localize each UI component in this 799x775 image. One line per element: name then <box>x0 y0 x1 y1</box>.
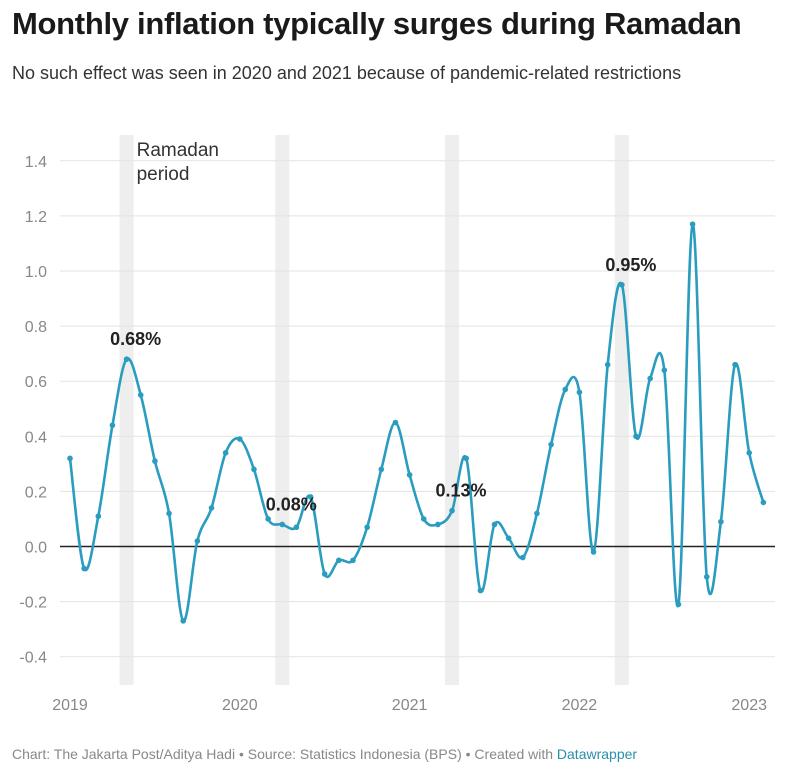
ramadan-band-3 <box>445 135 460 685</box>
data-point-2021-02 <box>420 516 427 522</box>
data-point-2022-12 <box>732 361 738 368</box>
data-point-2020-02 <box>251 466 257 473</box>
data-point-2019-01 <box>67 455 73 462</box>
y-tick-label: 0.0 <box>25 540 47 557</box>
data-point-2021-05 <box>463 455 470 462</box>
chart-subtitle: No such effect was seen in 2020 and 2021… <box>12 63 682 83</box>
data-point-2021-04 <box>449 507 455 514</box>
y-tick-label: 0.8 <box>25 319 47 336</box>
data-point-2022-11 <box>718 518 724 525</box>
annotation-label-1: 0.68% <box>110 329 161 349</box>
footer-credit: Chart: The Jakarta Post/Aditya Hadi • So… <box>12 746 557 762</box>
data-point-2020-03 <box>265 516 271 522</box>
data-point-2019-03 <box>95 513 102 519</box>
data-point-2019-04 <box>109 422 116 429</box>
data-point-2022-09 <box>689 221 696 227</box>
data-point-2023-02 <box>760 499 767 506</box>
x-tick-label: 2020 <box>222 697 258 714</box>
data-point-2022-05 <box>633 433 639 440</box>
data-point-2020-11 <box>378 466 385 473</box>
data-point-2022-01 <box>576 389 583 396</box>
x-tick-label: 2019 <box>52 697 88 714</box>
data-point-2021-11 <box>548 441 554 448</box>
data-point-2021-12 <box>562 386 569 393</box>
data-point-2020-10 <box>364 524 370 531</box>
data-point-2019-06 <box>137 392 144 398</box>
y-tick-label: -0.2 <box>19 595 47 612</box>
series-line <box>68 222 765 623</box>
data-point-2021-03 <box>435 521 441 528</box>
annotation-label-3: 0.13% <box>436 481 487 501</box>
ramadan-bands <box>119 135 629 685</box>
y-axis-ticks: 1.4 1.2 1.0 0.8 0.6 0.4 0.2 0.0 -0.2 -0.4 <box>19 154 47 667</box>
ramadan-band-4 <box>614 135 629 685</box>
data-point-2020-08 <box>336 557 342 564</box>
value-annotations: 0.68% 0.08% 0.13% 0.95% <box>110 255 656 515</box>
annotation-label-4: 0.95% <box>605 255 656 275</box>
data-point-2020-09 <box>350 557 356 564</box>
x-tick-label: 2022 <box>562 697 598 714</box>
data-point-2019-07 <box>152 458 158 464</box>
x-axis-ticks: 2019 2020 2021 2022 2023 <box>52 697 767 714</box>
ramadan-label-line: Ramadan <box>137 140 219 161</box>
data-point-2019-09 <box>180 618 186 624</box>
chart-title: Monthly inflation typically surges durin… <box>12 6 742 41</box>
y-tick-label: 0.2 <box>25 484 47 501</box>
data-point-2022-02 <box>590 549 597 555</box>
data-point-2022-06 <box>647 375 653 382</box>
data-point-2021-08 <box>505 535 512 542</box>
data-point-2021-07 <box>491 521 498 528</box>
ramadan-period-label: Ramadan period <box>137 140 219 185</box>
grid-lines <box>60 160 775 658</box>
x-tick-label: 2021 <box>392 697 428 714</box>
data-point-2019-05 <box>123 356 130 362</box>
y-tick-label: 0.4 <box>25 429 47 446</box>
data-point-2019-08 <box>166 510 172 517</box>
ramadan-band-1 <box>119 135 134 685</box>
datawrapper-link[interactable]: Datawrapper <box>556 746 638 762</box>
data-point-2022-03 <box>604 361 611 368</box>
ramadan-label-line: period <box>137 164 190 185</box>
data-point-2022-10 <box>703 574 710 580</box>
y-tick-label: -0.4 <box>19 650 47 667</box>
chart-footer: Chart: The Jakarta Post/Aditya Hadi • So… <box>12 746 637 762</box>
data-point-2020-04 <box>279 521 286 528</box>
data-point-2021-09 <box>520 554 526 561</box>
data-point-2022-08 <box>675 601 682 608</box>
data-point-2020-07 <box>321 571 328 577</box>
data-point-2019-02 <box>81 565 87 572</box>
data-point-2021-10 <box>534 510 540 517</box>
data-point-2023-01 <box>746 450 752 456</box>
y-tick-label: 1.4 <box>25 154 47 171</box>
data-points <box>67 221 767 624</box>
data-point-2020-05 <box>293 524 300 531</box>
data-point-2019-10 <box>194 538 201 544</box>
y-tick-label: 0.6 <box>25 374 47 391</box>
annotation-label-2: 0.08% <box>266 494 317 514</box>
inflation-line-chart: 1.4 1.2 1.0 0.8 0.6 0.4 0.2 0.0 -0.2 -0.4 2019 202… <box>19 135 775 714</box>
y-tick-label: 1.0 <box>25 264 47 281</box>
y-tick-label: 1.2 <box>25 209 47 226</box>
data-point-2019-11 <box>208 505 215 511</box>
data-point-2020-06 <box>307 494 314 500</box>
x-tick-label: 2023 <box>731 697 767 714</box>
data-point-2022-04 <box>619 281 625 288</box>
ramadan-band-2 <box>275 135 290 685</box>
data-point-2021-01 <box>406 472 413 478</box>
data-point-2022-07 <box>661 367 668 373</box>
data-point-2021-06 <box>477 587 484 594</box>
data-point-2019-12 <box>222 450 229 456</box>
data-point-2020-12 <box>392 419 399 426</box>
data-point-2020-01 <box>237 436 243 442</box>
